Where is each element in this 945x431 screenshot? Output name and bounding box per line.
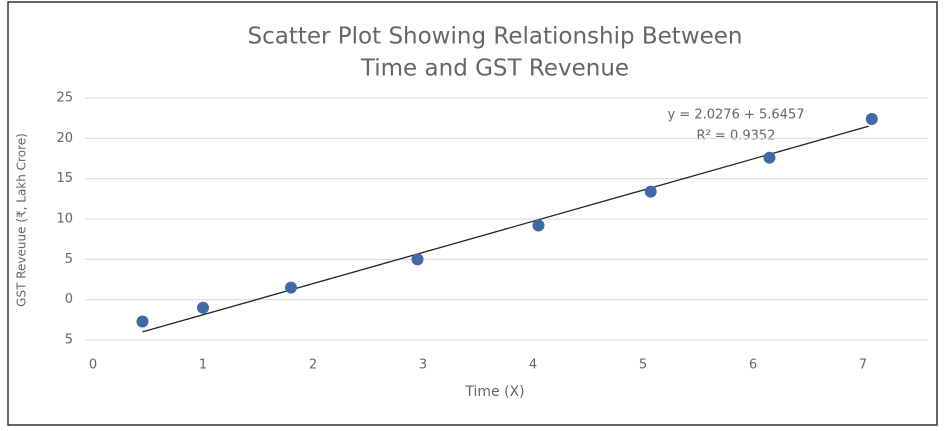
x-tick-label: 7	[859, 358, 867, 373]
data-point	[532, 219, 545, 232]
x-tick-label: 5	[639, 358, 647, 373]
y-axis-label: GST Reveuue (₹, Lakh Crore)	[15, 133, 29, 307]
y-tick-label: 5	[65, 252, 73, 267]
chart-title: Scatter Plot Showing Relationship Betwee…	[247, 24, 742, 50]
y-tick-label: 15	[56, 171, 73, 186]
data-point	[865, 112, 878, 125]
x-axis-label: Time (X)	[464, 384, 524, 400]
trendline	[142, 125, 869, 333]
equation: y = 2.0276 + 5.6457	[668, 108, 805, 123]
y-tick-label: 0	[65, 292, 73, 307]
data-point	[285, 281, 297, 294]
data-point	[197, 301, 209, 314]
chart-title: Time and GST Revenue	[360, 56, 629, 82]
x-tick-label: 2	[309, 358, 317, 373]
chart-frame	[7, 1, 938, 426]
data-point	[763, 151, 776, 164]
r-squared: R² = 0.9352	[697, 129, 776, 144]
y-tick-label: 25	[56, 91, 73, 106]
y-tick-label: 20	[56, 131, 73, 146]
y-tick-label: 5	[65, 333, 73, 348]
data-point	[136, 315, 149, 328]
x-tick-label: 3	[419, 358, 427, 373]
data-point	[411, 253, 424, 266]
y-tick-label: 10	[56, 212, 73, 227]
data-point	[644, 185, 657, 198]
x-tick-label: 0	[89, 358, 97, 373]
x-tick-label: 4	[529, 358, 537, 373]
x-tick-label: 6	[749, 358, 757, 373]
x-tick-label: 1	[199, 358, 207, 373]
